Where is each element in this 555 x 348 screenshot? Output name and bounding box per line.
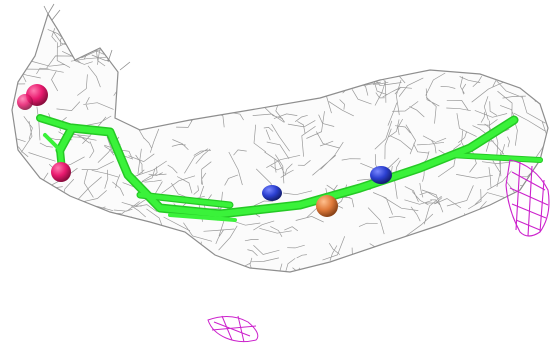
oxygen-atom (17, 94, 33, 110)
sulfur-atom (316, 195, 338, 217)
electron-density-mesh (11, 3, 549, 273)
nitrogen-atom (370, 166, 392, 184)
ligand-stick-model (36, 114, 543, 222)
nitrogen-atom (262, 185, 282, 201)
atoms (17, 84, 392, 217)
difference-density-mesh-bottom (207, 315, 259, 343)
oxygen-atom (51, 162, 71, 182)
difference-density-mesh-right (505, 159, 550, 237)
